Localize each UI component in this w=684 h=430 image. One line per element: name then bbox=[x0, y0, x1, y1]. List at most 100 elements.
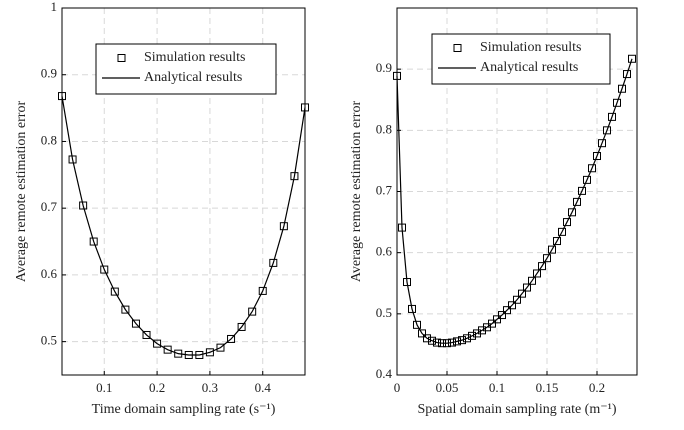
marker bbox=[448, 338, 456, 347]
legend: Simulation results Analytical results bbox=[95, 43, 277, 95]
marker bbox=[248, 307, 257, 316]
marker bbox=[503, 306, 511, 315]
y-tick-label: 0.5 bbox=[41, 333, 57, 348]
y-tick-label: 0.5 bbox=[376, 305, 392, 320]
y-tick-label: 0.7 bbox=[41, 199, 58, 214]
y-tick-label: 0.4 bbox=[376, 366, 393, 381]
marker bbox=[543, 254, 551, 263]
marker bbox=[453, 337, 461, 346]
marker bbox=[216, 343, 225, 352]
marker bbox=[237, 322, 246, 331]
marker bbox=[603, 126, 611, 135]
marker bbox=[184, 350, 193, 359]
marker bbox=[488, 319, 496, 328]
legend-label: Simulation results bbox=[144, 50, 246, 65]
marker bbox=[568, 208, 576, 217]
marker bbox=[174, 349, 183, 358]
y-tick-label: 0.7 bbox=[376, 182, 393, 197]
marker bbox=[227, 334, 236, 343]
y-tick-label: 0.9 bbox=[376, 60, 392, 75]
y-tick-label: 0.8 bbox=[376, 121, 392, 136]
marker bbox=[433, 338, 441, 347]
legend-box bbox=[95, 43, 277, 95]
marker bbox=[438, 339, 446, 348]
subplot: 0.5 0.6 0.7 0.8 0.9 1 0.1 0.2 0.3 0.4 Time domain … bbox=[14, 0, 309, 417]
marker bbox=[463, 334, 471, 343]
x-axis-label: Spatial domain sampling rate (m⁻¹) bbox=[418, 402, 617, 417]
marker bbox=[593, 152, 601, 161]
marker bbox=[68, 155, 77, 164]
analytical-line bbox=[396, 58, 633, 344]
x-axis-label: Time domain sampling rate (s⁻¹) bbox=[92, 402, 276, 417]
marker bbox=[468, 331, 476, 340]
marker bbox=[269, 258, 278, 267]
y-axis-label: Average remote estimation error bbox=[14, 101, 29, 283]
marker bbox=[498, 311, 506, 320]
marker bbox=[413, 320, 421, 329]
marker bbox=[423, 334, 431, 343]
marker bbox=[58, 92, 66, 101]
x-tick-label: 0.2 bbox=[589, 380, 605, 395]
marker bbox=[458, 336, 466, 345]
marker bbox=[613, 98, 621, 107]
marker bbox=[563, 218, 571, 227]
axes-box bbox=[61, 7, 306, 376]
y-tick-label: 0.6 bbox=[376, 244, 393, 259]
marker bbox=[553, 237, 561, 246]
x-tick-label: 0.05 bbox=[436, 380, 459, 395]
marker bbox=[538, 262, 546, 271]
marker bbox=[628, 54, 636, 63]
marker bbox=[583, 175, 591, 184]
marker bbox=[142, 330, 151, 339]
x-tick-label: 0.15 bbox=[536, 380, 559, 395]
legend: Simulation results Analytical results bbox=[431, 33, 611, 85]
x-tick-label: 0.3 bbox=[202, 380, 218, 395]
marker bbox=[100, 265, 109, 274]
marker bbox=[548, 245, 556, 254]
marker bbox=[588, 164, 596, 173]
marker bbox=[523, 283, 531, 292]
y-tick-label: 0.9 bbox=[41, 66, 57, 81]
marker bbox=[418, 329, 426, 338]
marker bbox=[578, 186, 586, 195]
legend-label: Analytical results bbox=[480, 60, 578, 75]
marker bbox=[428, 336, 436, 345]
marker bbox=[258, 286, 267, 295]
analytical-line bbox=[61, 95, 306, 356]
y-tick-label: 0.8 bbox=[41, 132, 57, 147]
x-tick-label: 0.4 bbox=[255, 380, 272, 395]
marker bbox=[493, 315, 501, 324]
x-tick-label: 0.1 bbox=[489, 380, 505, 395]
marker bbox=[598, 139, 606, 148]
marker bbox=[393, 71, 401, 80]
marker bbox=[163, 345, 172, 354]
marker bbox=[513, 295, 521, 304]
legend-marker bbox=[453, 44, 462, 52]
marker bbox=[533, 269, 541, 278]
marker bbox=[121, 305, 130, 314]
legend-box bbox=[431, 33, 611, 85]
marker bbox=[443, 339, 451, 348]
marker bbox=[623, 70, 631, 79]
x-tick-label: 0.1 bbox=[96, 380, 112, 395]
marker bbox=[195, 350, 204, 359]
marker bbox=[301, 103, 309, 112]
marker bbox=[79, 201, 88, 210]
y-tick-label: 1 bbox=[51, 0, 58, 14]
marker bbox=[518, 289, 526, 298]
legend-label: Simulation results bbox=[480, 40, 582, 55]
marker bbox=[398, 223, 406, 232]
marker bbox=[205, 348, 214, 357]
marker bbox=[528, 276, 536, 285]
x-tick-label: 0 bbox=[394, 380, 401, 395]
marker bbox=[618, 84, 626, 93]
y-tick-label: 0.6 bbox=[41, 266, 58, 281]
marker bbox=[403, 278, 411, 287]
marker bbox=[508, 301, 516, 310]
legend-label: Analytical results bbox=[144, 70, 242, 85]
axes-box bbox=[396, 7, 638, 376]
marker bbox=[558, 227, 566, 236]
marker bbox=[279, 222, 288, 231]
